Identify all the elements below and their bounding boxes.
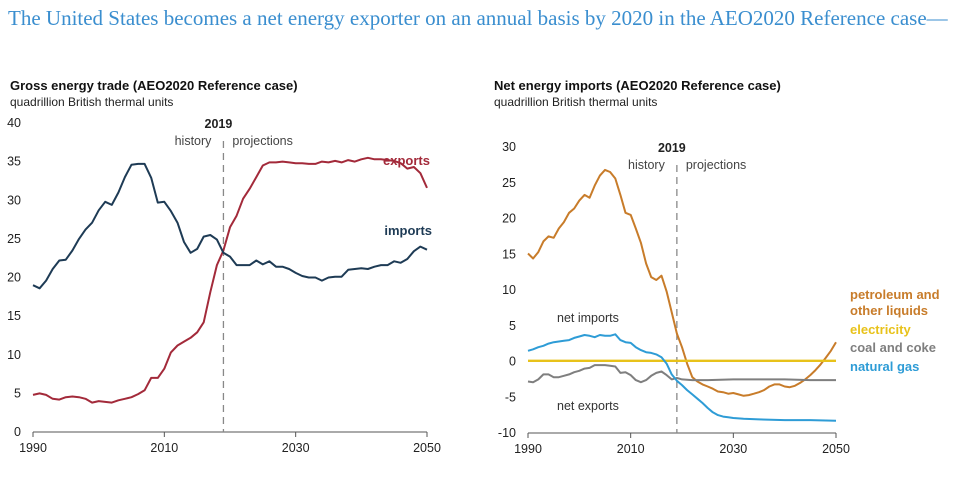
series-line-imports [32,162,428,290]
legend-petroleum: petroleum and [850,287,940,302]
gross-energy-trade-panel: Gross energy trade (AEO2020 Reference ca… [0,78,460,478]
y-tick-label: -5 [505,390,516,404]
y-tick-label: 30 [7,193,21,207]
x-tick-label: 2030 [282,441,310,455]
net-energy-imports-chart: -10 -5 0 5 10 15 20 25 30 1990 2010 2030 2050 2019 his… [498,140,940,456]
y-tick-label: 35 [7,155,21,169]
x-tick-label: 2050 [413,441,441,455]
chart-units: quadrillion British thermal units [494,95,658,109]
net-imports-annotation: net imports [557,311,619,325]
y-tick-label: 15 [502,247,516,261]
y-tick-label: 5 [14,386,21,400]
projections-label: projections [686,158,746,172]
y-tick-label: -10 [498,426,516,440]
y-tick-label: 20 [7,271,21,285]
y-tick-label: 40 [7,116,21,130]
y-tick-label: 25 [7,232,21,246]
series-line-exports [32,156,428,404]
history-label: history [628,158,666,172]
y-tick-label: 0 [509,355,516,369]
y-tick-label: 25 [502,176,516,190]
net-exports-annotation: net exports [557,399,619,413]
y-tick-label: 15 [7,309,21,323]
x-tick-label: 1990 [514,442,542,456]
legend-electricity: electricity [850,322,911,337]
series-line-coal-and-coke [527,364,836,384]
y-tick-label: 30 [502,140,516,154]
legend-natural-gas: natural gas [850,359,919,374]
x-tick-label: 2010 [617,442,645,456]
chart-title: Net energy imports (AEO2020 Reference ca… [494,78,781,93]
x-tick-label: 2050 [822,442,850,456]
gross-energy-trade-chart: 0 5 10 15 20 25 30 35 40 1990 2010 2030 2050 2019 hist… [7,116,441,455]
y-tick-label: 20 [502,212,516,226]
legend-coal-and-coke: coal and coke [850,340,936,355]
y-tick-label: 5 [509,319,516,333]
chart-units: quadrillion British thermal units [10,95,174,109]
projections-label: projections [232,134,292,148]
y-tick-label: 10 [502,283,516,297]
page-title: The United States becomes a net energy e… [8,6,948,30]
imports-series-label: imports [384,223,432,238]
divider-year-label: 2019 [205,117,233,131]
divider-year-label: 2019 [658,141,686,155]
x-tick-label: 1990 [19,441,47,455]
x-tick-label: 2010 [150,441,178,455]
exports-series-label: exports [383,153,430,168]
history-label: history [175,134,213,148]
series-line-petroleum-and-other-liquids [527,168,837,397]
net-energy-imports-panel: Net energy imports (AEO2020 Reference ca… [470,78,965,478]
series-line-natural-gas [527,333,837,422]
y-tick-label: 0 [14,425,21,439]
legend-other-liquids: other liquids [850,303,928,318]
x-tick-label: 2030 [719,442,747,456]
chart-title: Gross energy trade (AEO2020 Reference ca… [10,78,298,93]
y-tick-label: 10 [7,348,21,362]
